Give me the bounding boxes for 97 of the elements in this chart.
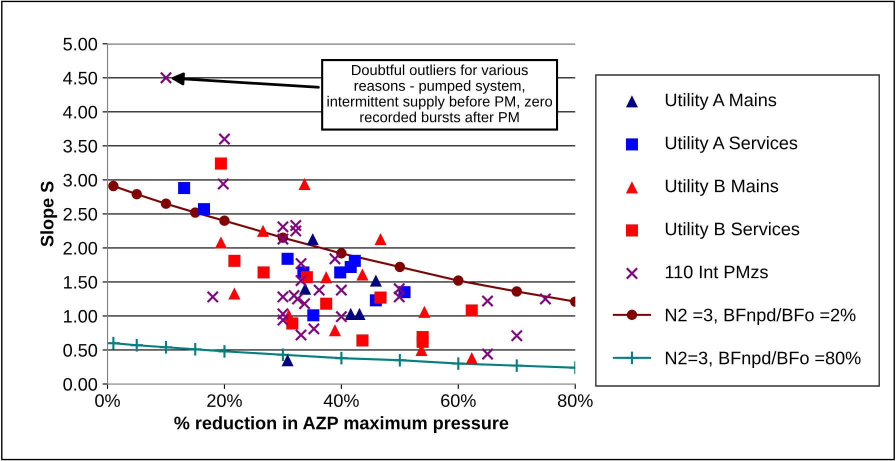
x-tick-label: 20% [207,394,242,407]
point [392,352,408,368]
point [291,292,304,306]
point [228,288,240,300]
point [276,308,290,320]
x-tick-label: 80% [558,394,593,407]
legend-label: N2 =3, BFnpd/BFo =2% [666,308,856,325]
point [299,282,312,295]
point [418,306,430,318]
point [356,268,368,280]
legend-label: Utility B Services [666,222,800,239]
point [374,292,387,304]
point [512,286,522,297]
point [308,322,320,336]
point [335,284,348,296]
point [451,356,466,371]
point [298,298,311,310]
point [344,308,357,320]
point [416,336,429,348]
point [214,236,227,248]
point [539,292,552,306]
point [257,224,270,237]
point [453,275,464,286]
point [509,358,524,373]
point [228,254,240,267]
y-tick-label: 3.50 [63,140,98,153]
point [178,182,190,194]
x-tick-label: 60% [441,394,476,407]
legend-label: Utility A Services [666,136,798,153]
y-tick-label: 0.00 [63,378,98,391]
point [188,342,203,357]
point [335,310,348,323]
point [328,324,341,336]
point [356,334,368,346]
y-axis-title: Slope S [40,182,58,246]
point [348,254,361,267]
point [294,257,308,270]
point [206,290,219,304]
legend-label: Utility B Mains [666,179,778,196]
legend-label: 110 Int PMzs [666,266,768,278]
y-tick-label: 1.50 [64,276,98,289]
y-tick-label: 4.50 [63,72,98,85]
x-tick-label: 40% [324,394,359,407]
point [290,224,302,238]
point [320,271,332,284]
point [282,252,294,265]
y-tick-label: 4.00 [63,106,98,119]
point [276,232,290,246]
point [298,178,311,190]
point [217,344,232,359]
point [160,198,172,209]
point [129,338,144,353]
point [294,328,308,342]
point [132,188,142,200]
point [481,348,494,360]
point [334,350,349,366]
point [218,132,231,146]
point [307,309,320,322]
point [276,347,290,362]
y-tick-label: 5.00 [63,38,98,51]
point [374,233,387,246]
point [276,314,290,326]
y-tick-label: 3.00 [63,174,98,187]
x-tick-label: 0% [95,394,120,407]
point [214,158,227,170]
point [108,180,119,192]
point [394,262,406,272]
legend-label: Utility A Mains [666,93,776,110]
point [160,72,172,84]
y-tick-label: 1.00 [64,310,98,323]
point [393,282,406,295]
point [312,284,326,296]
point [466,352,478,364]
point [294,274,308,287]
y-tick-label: 2.00 [64,242,98,255]
point [466,304,478,317]
point [370,274,382,287]
point [393,290,406,304]
point [328,252,342,266]
annotation: Doubtful outliers for various reasons - pumped system, intermittent supply before PM, zero recorded bursts after PM [328,64,552,122]
point [306,233,319,246]
point [481,294,494,308]
point [510,330,523,342]
point [198,203,210,216]
point [108,336,121,350]
y-tick-label: 0.50 [63,344,98,357]
point [286,317,298,330]
point [320,298,332,310]
point [258,266,270,278]
point [282,354,294,366]
point [334,266,346,278]
x-axis-title: % reduction in AZP maximum pressure [174,416,508,433]
legend-label: N2=3, BFnpd/BFo =80% [666,351,861,368]
point [217,178,230,190]
point [219,215,230,226]
point [158,340,174,355]
y-tick-label: 2.50 [64,208,98,221]
